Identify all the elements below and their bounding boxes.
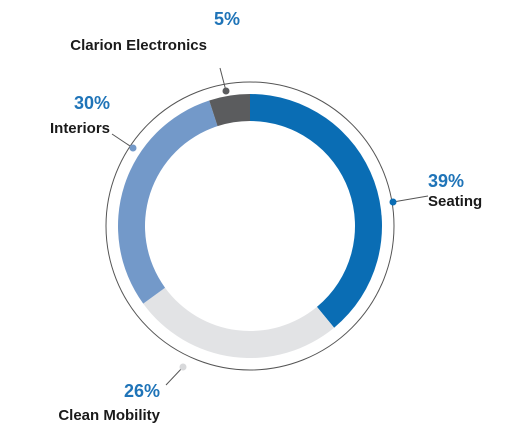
label-dot [179, 363, 187, 371]
label-dot [222, 87, 230, 95]
outer-ring [105, 81, 395, 371]
donut-segment [143, 287, 335, 358]
label-dot [129, 144, 137, 152]
value-label: 39% [428, 171, 464, 191]
category-label: Interiors [50, 120, 110, 137]
category-label: Clarion Electronics [70, 37, 207, 54]
value-label: 26% [124, 381, 160, 401]
leader-line [111, 133, 134, 149]
leader-line [219, 67, 227, 92]
value-label: 5% [214, 9, 240, 29]
leader-line [392, 195, 429, 203]
category-label: Seating [428, 193, 482, 210]
donut-segment [250, 94, 382, 328]
donut-segment [118, 100, 218, 304]
leader-line [165, 366, 184, 386]
value-label: 30% [74, 93, 110, 113]
label-dot [389, 198, 397, 206]
category-label: Clean Mobility [58, 407, 160, 424]
donut-segment [209, 94, 250, 127]
